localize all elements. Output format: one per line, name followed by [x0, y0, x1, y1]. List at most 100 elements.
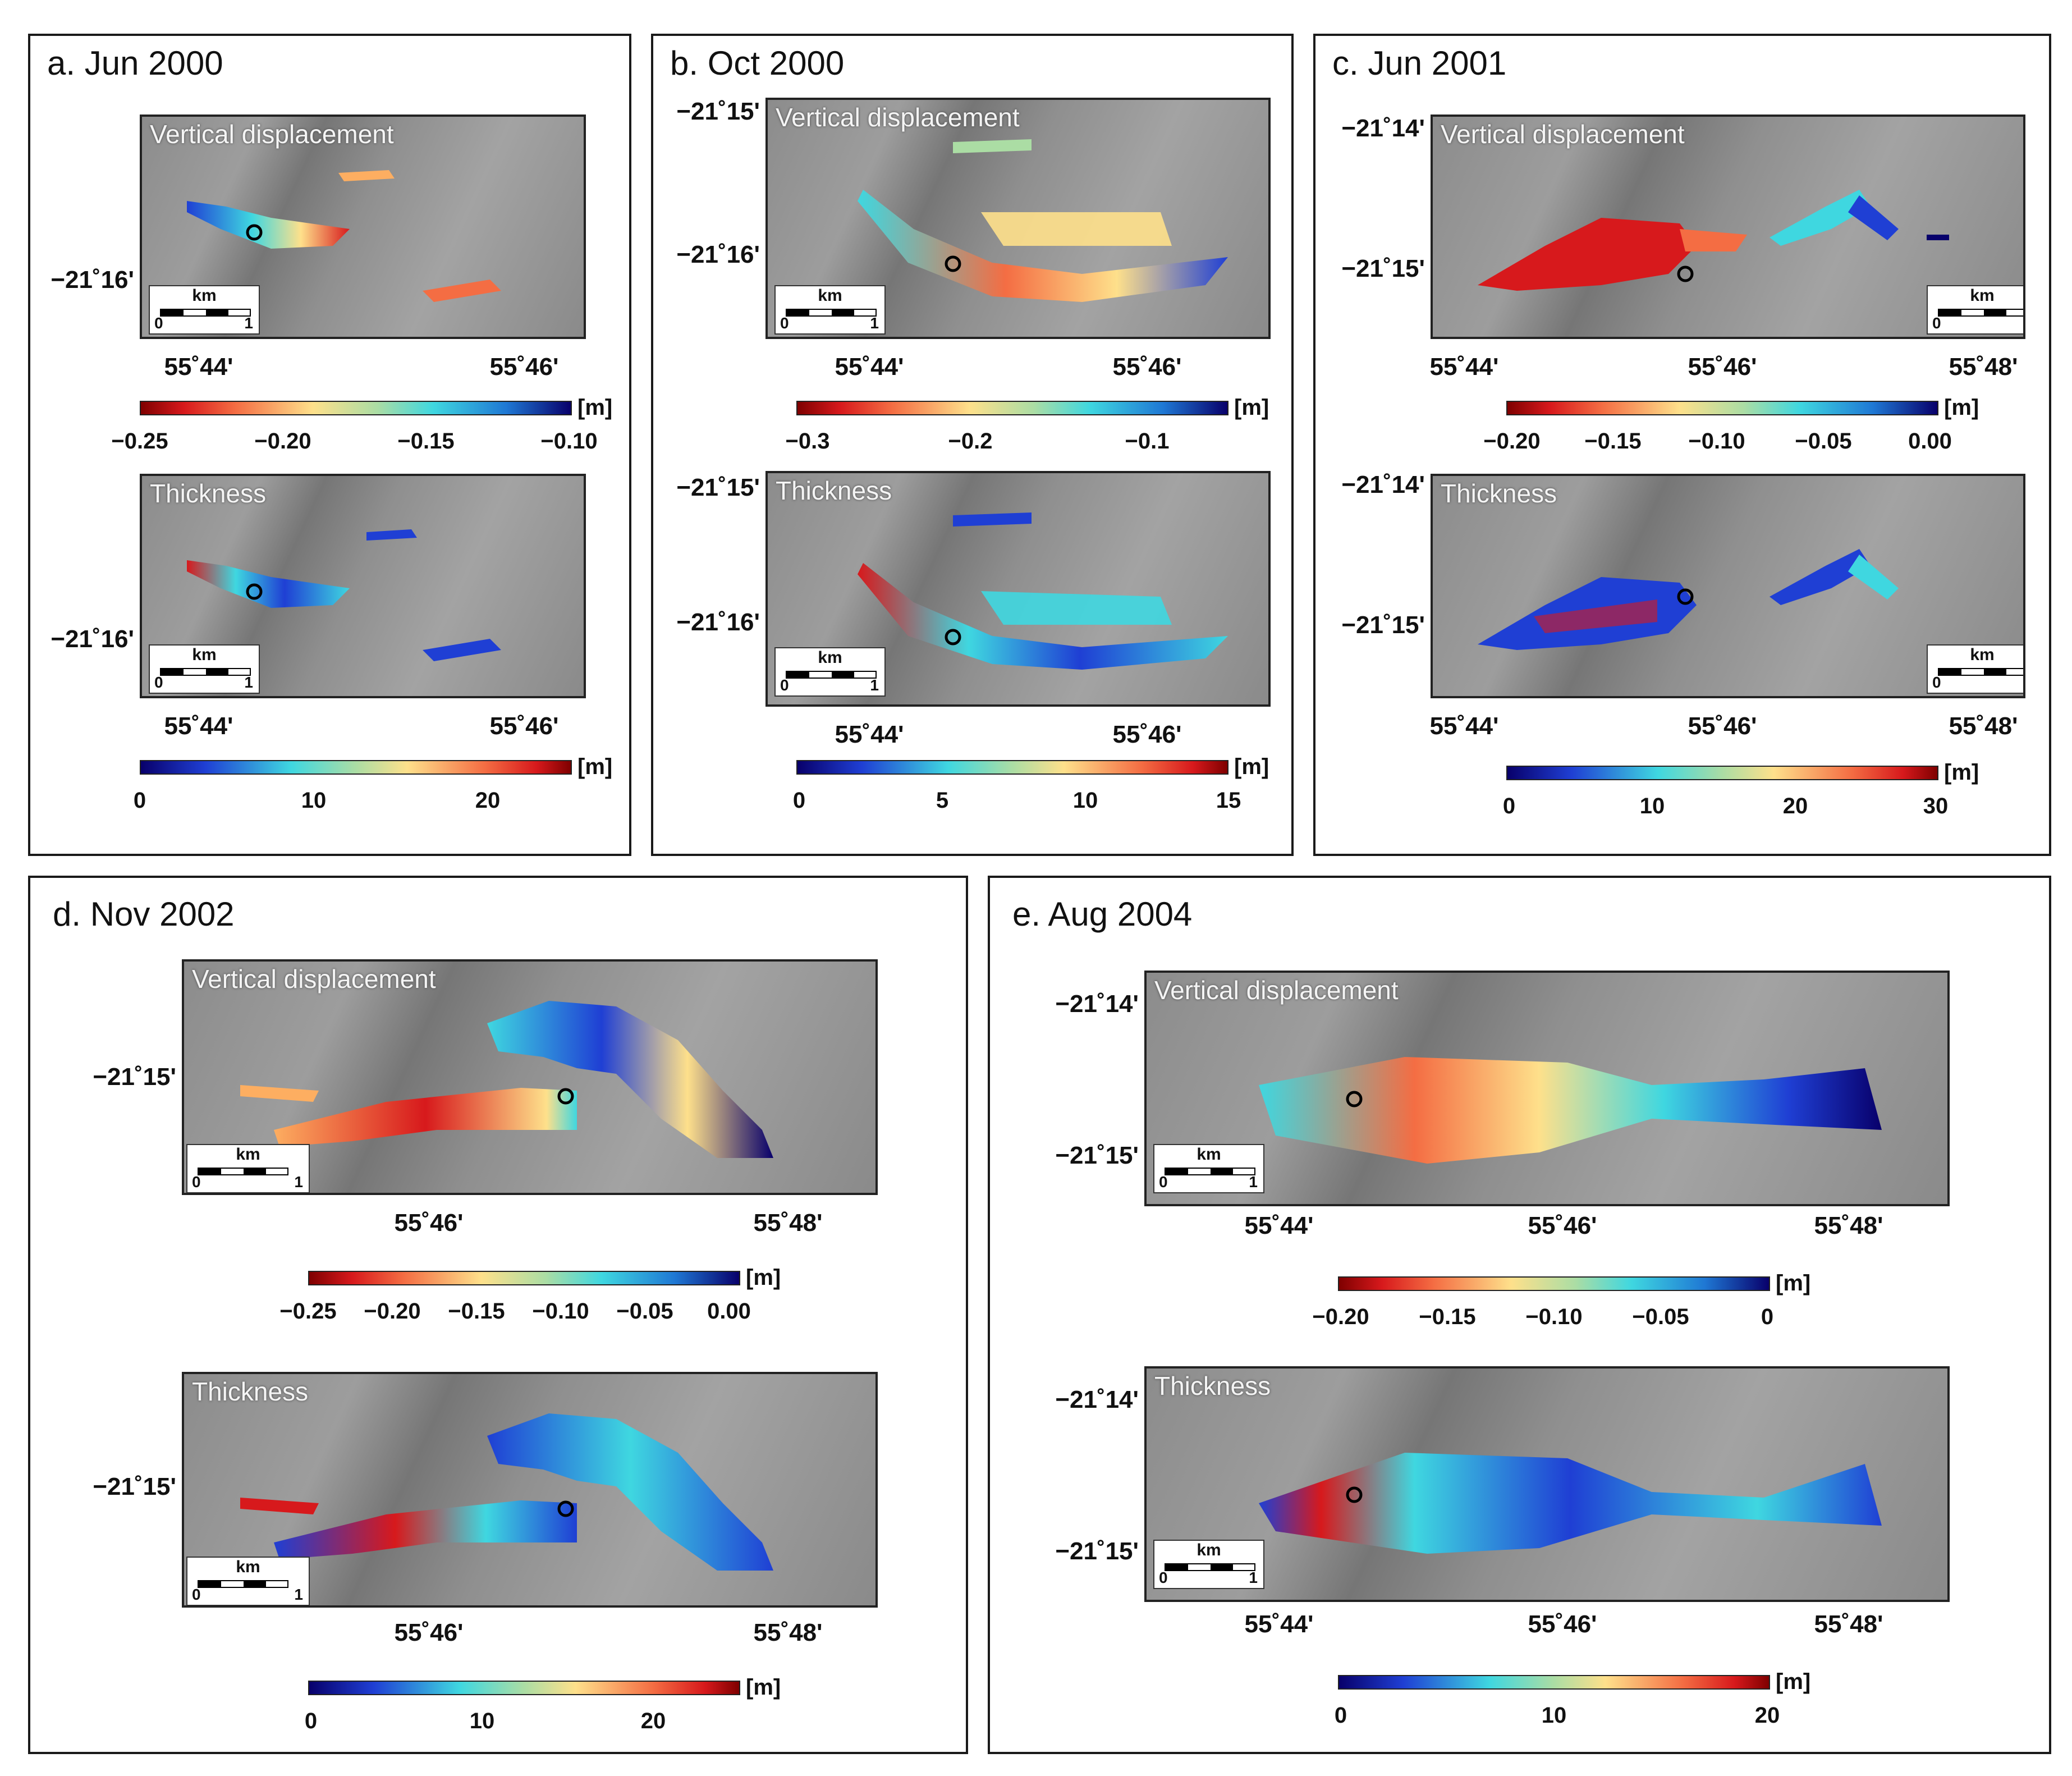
- colorbar-unit: [m]: [1776, 1669, 1811, 1694]
- colorbar-thickness: [1506, 766, 1938, 780]
- cb-tick: −0.15: [397, 429, 455, 454]
- lat-label: −21˚15': [93, 1063, 176, 1091]
- colorbar-vertical: [796, 401, 1228, 415]
- flow-overlay: [1478, 190, 1949, 291]
- lon-label: 55˚48': [753, 1619, 823, 1646]
- cb-tick: −0.1: [1125, 429, 1170, 454]
- colorbar-unit: [m]: [1944, 395, 1979, 420]
- cb-tick: −0.05: [1795, 429, 1852, 454]
- colorbar-unit: [m]: [746, 1675, 781, 1700]
- lon-label: 55˚44': [1429, 712, 1499, 740]
- lon-label: 55˚46': [1112, 721, 1182, 748]
- cb-tick: −0.15: [448, 1299, 505, 1324]
- flow-overlay: [858, 512, 1228, 670]
- cb-tick: −0.10: [1688, 429, 1745, 454]
- cb-tick: −0.10: [540, 429, 598, 454]
- cb-tick: 0.00: [707, 1299, 751, 1324]
- cb-tick: 10: [301, 788, 327, 813]
- lon-label: 55˚46': [1528, 1212, 1597, 1239]
- colorbar-unit: [m]: [1234, 754, 1269, 779]
- lon-label: 55˚44': [835, 721, 904, 748]
- colorbar-unit: [m]: [1944, 760, 1979, 785]
- cb-tick: 10: [469, 1709, 495, 1733]
- cb-tick: −0.05: [616, 1299, 673, 1324]
- cb-tick: −0.15: [1419, 1304, 1476, 1329]
- flow-overlay: [187, 170, 501, 302]
- cb-tick: 0: [1334, 1703, 1347, 1728]
- map-label: Vertical displacement: [192, 964, 436, 994]
- colorbar-unit: [m]: [746, 1265, 781, 1290]
- colorbar-thickness: [1338, 1675, 1770, 1690]
- cb-tick: 0: [133, 788, 146, 813]
- cb-tick: −0.2: [948, 429, 993, 454]
- lat-label: −21˚14': [1341, 471, 1425, 498]
- cb-tick: −0.25: [111, 429, 168, 454]
- flow-overlay: [858, 139, 1228, 302]
- lat-label: −21˚15': [1341, 255, 1425, 282]
- map-label: Vertical displacement: [150, 120, 394, 149]
- panel-c-thickness-map: Thickness km 01: [1431, 474, 2025, 698]
- panel-e-title: e. Aug 2004: [1012, 895, 1193, 933]
- colorbar-vertical: [1338, 1276, 1770, 1291]
- cb-tick: −0.20: [364, 1299, 421, 1324]
- lat-label: −21˚15': [1055, 1142, 1139, 1169]
- panel-d-title: d. Nov 2002: [53, 895, 235, 933]
- scale-bar: km 01: [1927, 285, 2023, 335]
- lat-label: −21˚16': [51, 266, 134, 294]
- panel-a-title: a. Jun 2000: [47, 44, 223, 82]
- lon-label: 55˚46': [1688, 353, 1757, 381]
- lon-label: 55˚44': [1429, 353, 1499, 381]
- cb-tick: 0.00: [1908, 429, 1952, 454]
- colorbar-vertical: [308, 1271, 740, 1285]
- flow-overlay: [240, 1413, 773, 1571]
- flow-overlay: [187, 529, 501, 661]
- panel-b-title: b. Oct 2000: [670, 44, 845, 82]
- colorbar-unit: [m]: [1776, 1271, 1811, 1296]
- cb-tick: 20: [640, 1709, 666, 1733]
- lon-label: 55˚44': [1244, 1212, 1314, 1239]
- map-label: Thickness: [776, 476, 892, 505]
- map-label: Vertical displacement: [1154, 976, 1399, 1005]
- cb-tick: 10: [1541, 1703, 1567, 1728]
- lon-label: 55˚48': [1949, 712, 2018, 740]
- cb-tick: −0.3: [785, 429, 830, 454]
- map-label: Thickness: [1154, 1371, 1271, 1400]
- lon-label: 55˚48': [1814, 1610, 1883, 1638]
- cb-tick: 20: [475, 788, 501, 813]
- map-label: Vertical displacement: [1441, 120, 1685, 149]
- cb-tick: 0: [1761, 1304, 1774, 1329]
- lon-label: 55˚46': [394, 1209, 464, 1237]
- cb-tick: 0: [792, 788, 806, 813]
- lon-label: 55˚48': [753, 1209, 823, 1237]
- cb-tick: 0: [1502, 794, 1516, 818]
- lon-label: 55˚46': [489, 353, 559, 381]
- lon-label: 55˚46': [1112, 353, 1182, 381]
- lat-label: −21˚16': [676, 241, 760, 268]
- lat-label: −21˚16': [51, 625, 134, 653]
- cb-tick: −0.10: [532, 1299, 589, 1324]
- cb-tick: −0.20: [1483, 429, 1541, 454]
- cb-tick: 15: [1216, 788, 1241, 813]
- flow-overlay: [1259, 1057, 1882, 1164]
- cb-tick: −0.20: [1312, 1304, 1369, 1329]
- colorbar-unit: [m]: [577, 754, 613, 779]
- colorbar-unit: [m]: [577, 395, 613, 420]
- cb-tick: 20: [1754, 1703, 1780, 1728]
- panel-c-title: c. Jun 2001: [1332, 44, 1507, 82]
- lon-label: 55˚44': [835, 353, 904, 381]
- lat-label: −21˚16': [676, 608, 760, 636]
- colorbar-unit: [m]: [1234, 395, 1269, 420]
